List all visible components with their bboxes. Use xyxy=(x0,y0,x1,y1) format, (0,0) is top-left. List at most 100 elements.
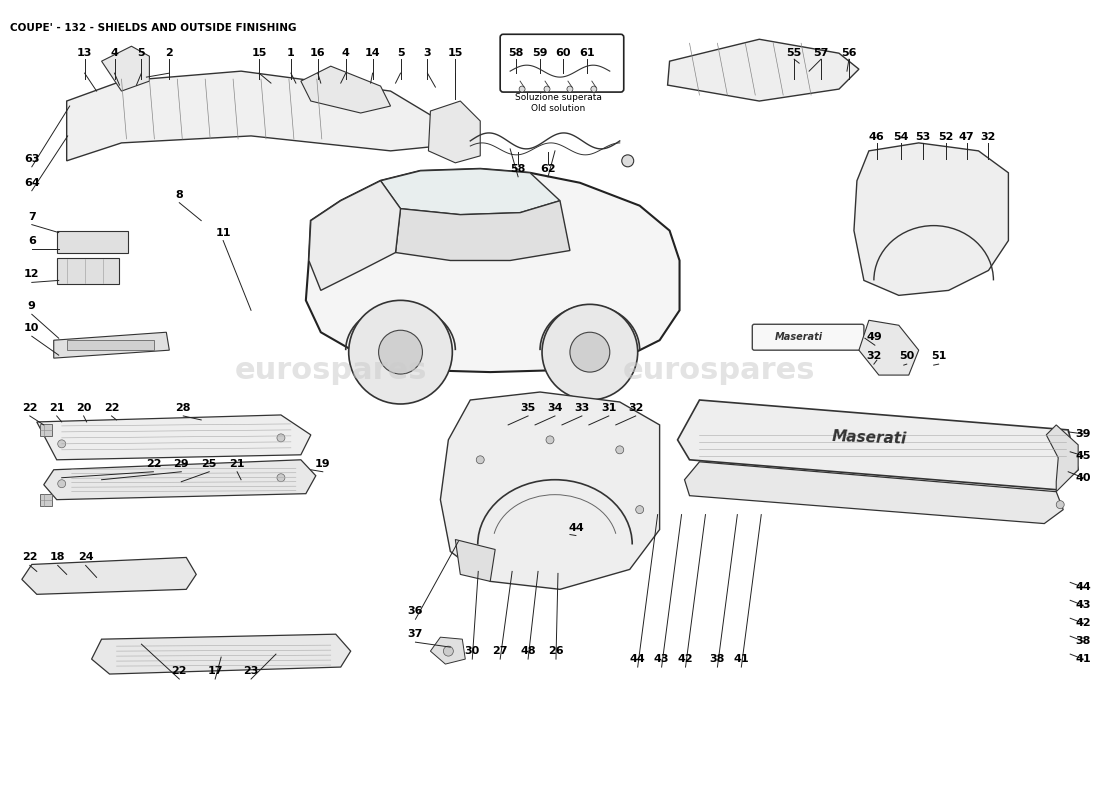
Text: 10: 10 xyxy=(24,323,40,334)
Text: 26: 26 xyxy=(548,646,564,656)
Circle shape xyxy=(349,300,452,404)
Text: 42: 42 xyxy=(678,654,693,664)
Text: 18: 18 xyxy=(50,553,66,562)
Text: 15: 15 xyxy=(448,48,463,58)
Polygon shape xyxy=(854,143,1009,295)
Text: 4: 4 xyxy=(111,48,119,58)
Polygon shape xyxy=(396,201,570,261)
Text: 22: 22 xyxy=(22,403,37,413)
Text: 55: 55 xyxy=(786,48,802,58)
Bar xyxy=(40,494,52,506)
Text: 58: 58 xyxy=(510,164,526,174)
Polygon shape xyxy=(381,169,560,214)
Text: 15: 15 xyxy=(251,48,266,58)
Text: 27: 27 xyxy=(493,646,508,656)
Polygon shape xyxy=(455,539,495,582)
Circle shape xyxy=(1056,501,1064,509)
Bar xyxy=(57,258,119,285)
Text: 57: 57 xyxy=(813,48,828,58)
Text: 32: 32 xyxy=(981,132,997,142)
Text: 37: 37 xyxy=(408,629,424,639)
Text: 31: 31 xyxy=(601,403,616,413)
Text: 44: 44 xyxy=(568,522,584,533)
FancyBboxPatch shape xyxy=(500,34,624,92)
Circle shape xyxy=(519,86,525,92)
Text: 22: 22 xyxy=(145,458,161,469)
Circle shape xyxy=(566,86,573,92)
Bar xyxy=(67,340,154,350)
Text: Maserati: Maserati xyxy=(776,332,823,342)
Text: 50: 50 xyxy=(899,351,914,361)
Text: 12: 12 xyxy=(24,270,40,279)
Text: 63: 63 xyxy=(24,154,40,164)
Text: 20: 20 xyxy=(76,403,91,413)
Text: 51: 51 xyxy=(931,351,946,361)
Circle shape xyxy=(542,304,638,400)
Text: 38: 38 xyxy=(1076,636,1091,646)
Text: 59: 59 xyxy=(532,48,548,58)
Text: 25: 25 xyxy=(201,458,217,469)
Text: 64: 64 xyxy=(24,178,40,188)
Text: 58: 58 xyxy=(508,48,524,58)
Polygon shape xyxy=(54,332,169,358)
Circle shape xyxy=(443,646,453,656)
Text: Soluzione superata: Soluzione superata xyxy=(515,93,602,102)
Text: 17: 17 xyxy=(208,666,223,676)
Circle shape xyxy=(476,456,484,464)
Text: 38: 38 xyxy=(710,654,725,664)
Circle shape xyxy=(636,506,644,514)
Text: 40: 40 xyxy=(1076,473,1091,482)
Text: 22: 22 xyxy=(103,403,119,413)
Circle shape xyxy=(591,86,597,92)
Text: 19: 19 xyxy=(315,458,331,469)
Polygon shape xyxy=(91,634,351,674)
Text: 32: 32 xyxy=(866,351,881,361)
Text: 4: 4 xyxy=(342,48,350,58)
Text: 1: 1 xyxy=(287,48,295,58)
Polygon shape xyxy=(22,558,196,594)
Text: 29: 29 xyxy=(174,458,189,469)
Text: 24: 24 xyxy=(78,553,94,562)
Bar xyxy=(40,424,52,436)
Text: 28: 28 xyxy=(176,403,191,413)
Text: 54: 54 xyxy=(893,132,909,142)
Text: 61: 61 xyxy=(579,48,595,58)
Text: 43: 43 xyxy=(653,654,670,664)
Text: 49: 49 xyxy=(867,332,882,342)
Text: 21: 21 xyxy=(50,403,65,413)
Text: 41: 41 xyxy=(734,654,749,664)
Text: 16: 16 xyxy=(310,48,326,58)
Text: Maserati: Maserati xyxy=(832,429,906,446)
Bar xyxy=(57,230,129,253)
Circle shape xyxy=(277,434,285,442)
Circle shape xyxy=(57,480,66,488)
Polygon shape xyxy=(859,320,918,375)
Polygon shape xyxy=(684,462,1064,523)
Text: 8: 8 xyxy=(175,190,184,200)
Text: 36: 36 xyxy=(408,606,424,616)
Text: 5: 5 xyxy=(138,48,145,58)
Polygon shape xyxy=(306,169,680,372)
Text: 33: 33 xyxy=(574,403,590,413)
Text: 46: 46 xyxy=(869,132,884,142)
Polygon shape xyxy=(36,415,311,460)
Text: 9: 9 xyxy=(28,302,35,311)
Circle shape xyxy=(378,330,422,374)
Polygon shape xyxy=(309,181,400,290)
Text: 44: 44 xyxy=(630,654,646,664)
Polygon shape xyxy=(301,66,390,113)
Polygon shape xyxy=(67,71,440,161)
Text: 32: 32 xyxy=(628,403,643,413)
Text: 34: 34 xyxy=(547,403,563,413)
Polygon shape xyxy=(1046,425,1078,492)
Circle shape xyxy=(616,446,624,454)
Circle shape xyxy=(57,440,66,448)
Text: 53: 53 xyxy=(915,132,931,142)
Polygon shape xyxy=(678,400,1078,490)
Text: 21: 21 xyxy=(229,458,245,469)
Text: 30: 30 xyxy=(464,646,480,656)
Polygon shape xyxy=(430,637,465,664)
Text: 6: 6 xyxy=(28,235,35,246)
Text: 42: 42 xyxy=(1076,618,1091,628)
Circle shape xyxy=(544,86,550,92)
